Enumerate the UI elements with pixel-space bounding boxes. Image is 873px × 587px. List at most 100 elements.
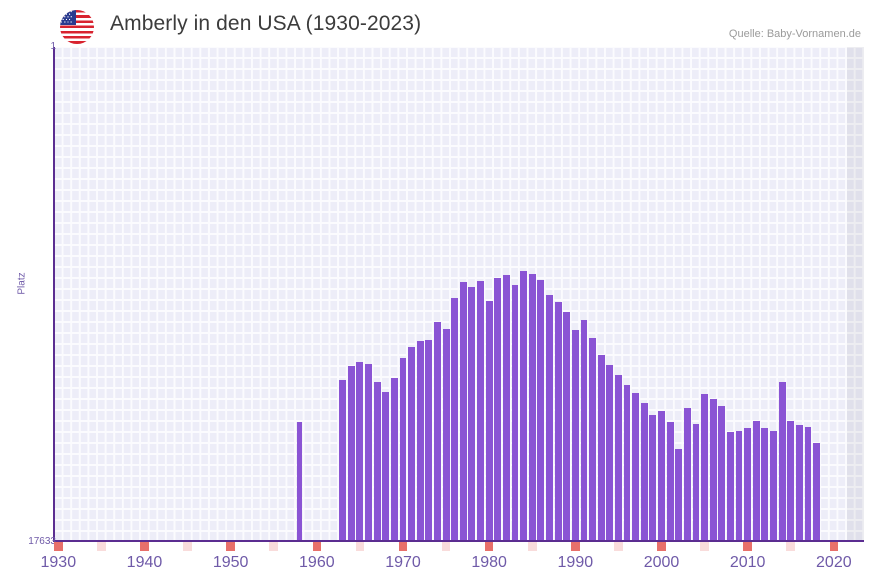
y-tick-label-bottom: 17633 — [28, 536, 56, 547]
bar — [477, 280, 484, 541]
chart-plot-area — [54, 47, 864, 541]
bar — [770, 430, 777, 541]
bar — [589, 338, 596, 541]
x-tick-label: 1930 — [40, 554, 77, 571]
bar — [614, 374, 622, 541]
bar — [709, 398, 717, 541]
bar — [485, 300, 493, 541]
x-tick-major — [571, 542, 580, 551]
bar — [468, 286, 476, 541]
x-tick-label: 1970 — [385, 554, 421, 571]
bar — [382, 391, 390, 541]
bar — [632, 393, 640, 541]
bar — [666, 422, 674, 541]
bar — [726, 432, 734, 541]
x-tick-minor — [441, 542, 451, 551]
us-flag-icon — [60, 10, 94, 44]
bar — [658, 411, 665, 541]
bar — [451, 297, 459, 541]
x-tick-major — [657, 542, 666, 551]
source-label: Quelle: Baby-Vornamen.de — [728, 28, 861, 40]
bar — [597, 355, 605, 541]
flag-stars — [60, 10, 76, 25]
bar — [623, 384, 631, 541]
bar — [813, 443, 821, 541]
x-tick-major — [829, 542, 839, 551]
bar — [502, 275, 510, 541]
x-axis-ticks — [54, 542, 864, 551]
x-tick-minor — [700, 542, 709, 551]
bar — [683, 408, 691, 541]
x-tick-label: 1960 — [299, 554, 335, 571]
bar — [434, 321, 441, 541]
x-tick-major — [312, 542, 322, 551]
y-tick-label-top: 1 — [50, 41, 56, 52]
bar — [365, 363, 372, 541]
bar — [606, 364, 614, 541]
x-tick-label: 1940 — [126, 554, 163, 571]
x-tick-minor — [97, 542, 106, 551]
y-axis-line — [53, 47, 55, 541]
bar — [347, 366, 355, 541]
x-tick-label: 2010 — [729, 554, 766, 571]
bar — [399, 357, 407, 541]
bar — [787, 421, 795, 541]
bar — [528, 273, 536, 541]
bar — [804, 426, 812, 541]
bar — [425, 339, 433, 541]
x-tick-label: 2000 — [643, 554, 680, 571]
bar — [744, 428, 752, 541]
x-tick-major — [743, 542, 752, 551]
bar — [494, 278, 502, 541]
bar — [339, 380, 347, 541]
x-tick-major — [54, 542, 63, 551]
x-tick-label: 1990 — [557, 554, 594, 571]
x-tick-minor — [355, 542, 365, 551]
bar — [296, 422, 303, 541]
bar — [580, 320, 588, 541]
bar — [459, 282, 467, 541]
x-tick-label: 1980 — [471, 554, 507, 571]
shaded-future-region — [846, 47, 864, 541]
x-tick-minor — [786, 542, 796, 551]
bar — [563, 311, 571, 541]
x-tick-minor — [614, 542, 623, 551]
bar — [718, 405, 726, 541]
page-title: Amberly in den USA (1930-2023) — [110, 12, 422, 35]
bar — [761, 428, 769, 541]
x-tick-minor — [183, 542, 192, 551]
bar — [408, 346, 416, 541]
x-tick-major — [140, 542, 149, 551]
bar — [640, 402, 648, 541]
x-tick-major — [398, 542, 408, 551]
bar — [537, 279, 545, 541]
bar — [390, 377, 398, 541]
bar — [778, 381, 786, 541]
bar — [649, 415, 657, 541]
bar — [554, 301, 562, 541]
x-tick-label: 2020 — [816, 554, 852, 571]
bar — [692, 423, 700, 541]
bar — [546, 294, 553, 541]
bar — [511, 285, 519, 541]
bar — [356, 362, 364, 541]
x-tick-major — [226, 542, 235, 551]
x-tick-minor — [527, 542, 537, 551]
bar — [735, 430, 743, 541]
y-axis-title: Platz — [16, 272, 28, 295]
bar — [373, 381, 381, 541]
chart-gridlines — [54, 47, 864, 541]
x-tick-minor — [269, 542, 279, 551]
bar — [795, 425, 803, 541]
bar — [675, 449, 683, 541]
bar — [752, 421, 760, 541]
bar — [571, 329, 579, 541]
x-tick-major — [484, 542, 494, 551]
bar — [701, 394, 709, 541]
chart-header: Amberly in den USA (1930-2023) Quelle: B… — [0, 0, 873, 46]
bar — [416, 341, 424, 541]
bar — [520, 271, 528, 541]
x-tick-label: 1950 — [212, 554, 249, 571]
bar — [442, 328, 450, 541]
x-axis-line — [53, 540, 864, 542]
